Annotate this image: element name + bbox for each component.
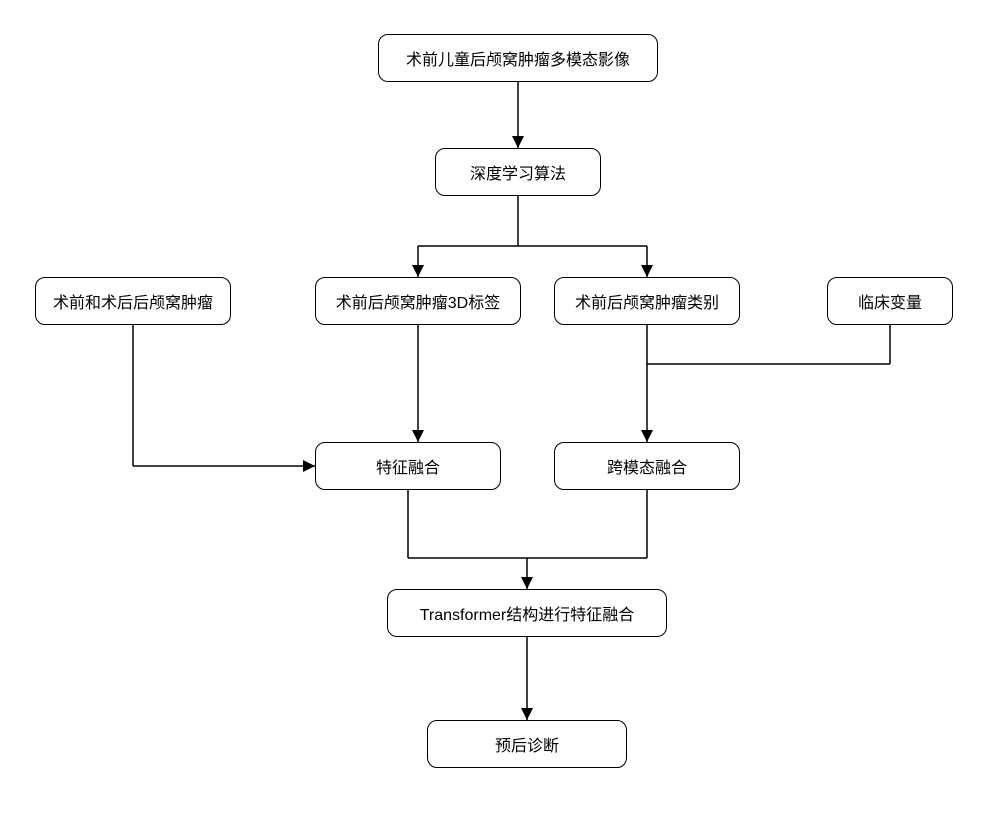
node-tumor-category: 术前后颅窝肿瘤类别 [554, 277, 740, 325]
node-crossmodal-fusion: 跨模态融合 [554, 442, 740, 490]
node-clinical-variables: 临床变量 [827, 277, 953, 325]
node-transformer-fusion: Transformer结构进行特征融合 [387, 589, 667, 637]
node-deep-learning: 深度学习算法 [435, 148, 601, 196]
node-prognosis: 预后诊断 [427, 720, 627, 768]
node-feature-fusion: 特征融合 [315, 442, 501, 490]
node-multimodal-imaging: 术前儿童后颅窝肿瘤多模态影像 [378, 34, 658, 82]
node-3d-labels: 术前后颅窝肿瘤3D标签 [315, 277, 521, 325]
flowchart-connectors [0, 0, 1000, 819]
node-preop-postop-tumor: 术前和术后后颅窝肿瘤 [35, 277, 231, 325]
